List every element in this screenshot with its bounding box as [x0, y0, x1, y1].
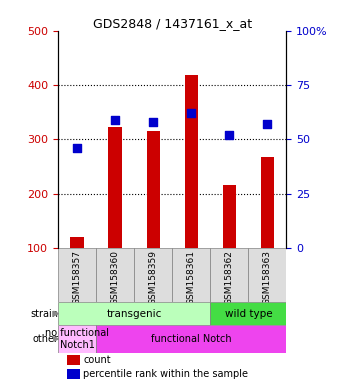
Point: [113, 117, 118, 123]
Point: [265, 121, 270, 127]
Bar: [134, 248, 172, 302]
Text: GSM158362: GSM158362: [225, 250, 234, 305]
Bar: [223, 185, 236, 248]
Text: percentile rank within the sample: percentile rank within the sample: [83, 369, 248, 379]
Text: GSM158357: GSM158357: [73, 250, 81, 306]
Text: no functional
Notch1: no functional Notch1: [45, 328, 109, 350]
Bar: [210, 302, 286, 325]
Bar: [58, 325, 96, 353]
Text: GSM158360: GSM158360: [110, 250, 120, 306]
Text: transgenic: transgenic: [106, 309, 162, 319]
Text: GSM158359: GSM158359: [149, 250, 158, 306]
Bar: [58, 248, 96, 302]
Bar: [172, 248, 210, 302]
Bar: [248, 248, 286, 302]
Text: functional Notch: functional Notch: [151, 334, 232, 344]
Text: strain: strain: [31, 309, 59, 319]
Bar: [58, 302, 210, 325]
Text: other: other: [33, 334, 59, 344]
Bar: [67, 356, 80, 365]
Text: wild type: wild type: [225, 309, 272, 319]
Text: count: count: [83, 355, 111, 365]
Bar: [70, 237, 84, 248]
Bar: [96, 325, 286, 353]
Text: GSM158361: GSM158361: [187, 250, 196, 306]
Title: GDS2848 / 1437161_x_at: GDS2848 / 1437161_x_at: [93, 17, 252, 30]
Point: [150, 119, 156, 125]
Bar: [261, 157, 274, 248]
Bar: [96, 248, 134, 302]
Bar: [147, 131, 160, 248]
Bar: [184, 75, 198, 248]
Point: [74, 145, 80, 151]
Bar: [210, 248, 248, 302]
Point: [189, 110, 194, 116]
Bar: [67, 369, 80, 379]
Text: GSM158363: GSM158363: [263, 250, 272, 306]
Bar: [108, 127, 122, 248]
Point: [226, 132, 232, 138]
